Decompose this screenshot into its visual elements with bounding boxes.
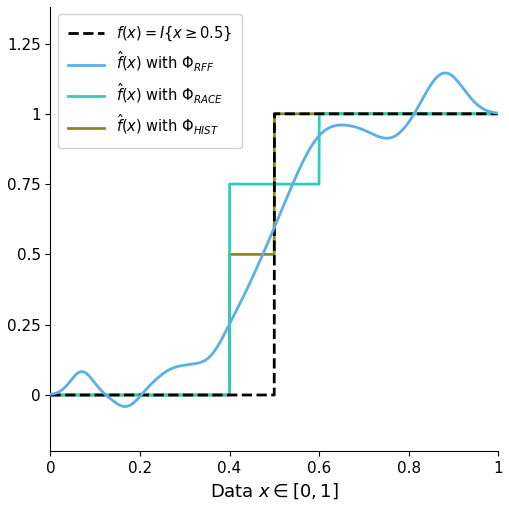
- $f(x) = I\{x \geq 0.5\}$: [253, 392, 259, 398]
- $\hat{f}(x)$ with $\Phi_{RFF}$: [265, 238, 271, 244]
- $\hat{f}(x)$ with $\Phi_{RFF}$: [441, 70, 447, 76]
- $f(x) = I\{x \geq 0.5\}$: [481, 111, 487, 117]
- $\hat{f}(x)$ with $\Phi_{HIST}$: [70, 392, 76, 398]
- $\hat{f}(x)$ with $\Phi_{RFF}$: [47, 391, 53, 397]
- $\hat{f}(x)$ with $\Phi_{RFF}$: [400, 126, 406, 132]
- Line: $\hat{f}(x)$ with $\Phi_{RFF}$: $\hat{f}(x)$ with $\Phi_{RFF}$: [50, 73, 497, 406]
- $f(x) = I\{x \geq 0.5\}$: [265, 392, 271, 398]
- $\hat{f}(x)$ with $\Phi_{HIST}$: [265, 251, 271, 258]
- $f(x) = I\{x \geq 0.5\}$: [400, 111, 406, 117]
- $\hat{f}(x)$ with $\Phi_{RFF}$: [253, 266, 259, 272]
- $\hat{f}(x)$ with $\Phi_{RACE}$: [494, 111, 500, 117]
- $\hat{f}(x)$ with $\Phi_{RACE}$: [400, 111, 406, 117]
- $\hat{f}(x)$ with $\Phi_{HIST}$: [400, 111, 406, 117]
- $f(x) = I\{x \geq 0.5\}$: [47, 392, 53, 398]
- $f(x) = I\{x \geq 0.5\}$: [70, 392, 76, 398]
- $\hat{f}(x)$ with $\Phi_{RFF}$: [122, 403, 128, 409]
- $f(x) = I\{x \geq 0.5\}$: [482, 111, 488, 117]
- $\hat{f}(x)$ with $\Phi_{RACE}$: [316, 111, 322, 117]
- $f(x) = I\{x \geq 0.5\}$: [271, 111, 277, 117]
- $\hat{f}(x)$ with $\Phi_{RFF}$: [482, 107, 488, 113]
- $\hat{f}(x)$ with $\Phi_{RACE}$: [481, 111, 487, 117]
- Line: $f(x) = I\{x \geq 0.5\}$: $f(x) = I\{x \geq 0.5\}$: [50, 114, 497, 395]
- Line: $\hat{f}(x)$ with $\Phi_{RACE}$: $\hat{f}(x)$ with $\Phi_{RACE}$: [50, 114, 497, 395]
- $\hat{f}(x)$ with $\Phi_{HIST}$: [481, 111, 487, 117]
- $\hat{f}(x)$ with $\Phi_{HIST}$: [271, 111, 277, 117]
- Legend: $f(x) = I\{x \geq 0.5\}$, $\hat{f}(x)$ with $\Phi_{RFF}$, $\hat{f}(x)$ with $\Ph: $f(x) = I\{x \geq 0.5\}$, $\hat{f}(x)$ w…: [58, 14, 242, 148]
- X-axis label: Data $x \in [0, 1]$: Data $x \in [0, 1]$: [210, 482, 338, 501]
- $f(x) = I\{x \geq 0.5\}$: [494, 111, 500, 117]
- $\hat{f}(x)$ with $\Phi_{HIST}$: [253, 251, 259, 258]
- $\hat{f}(x)$ with $\Phi_{HIST}$: [482, 111, 488, 117]
- $\hat{f}(x)$ with $\Phi_{RACE}$: [47, 392, 53, 398]
- $\hat{f}(x)$ with $\Phi_{RACE}$: [482, 111, 488, 117]
- $\hat{f}(x)$ with $\Phi_{HIST}$: [494, 111, 500, 117]
- $\hat{f}(x)$ with $\Phi_{RFF}$: [482, 107, 488, 113]
- $\hat{f}(x)$ with $\Phi_{RACE}$: [253, 181, 259, 187]
- $\hat{f}(x)$ with $\Phi_{RACE}$: [265, 181, 271, 187]
- $\hat{f}(x)$ with $\Phi_{RFF}$: [494, 110, 500, 116]
- $\hat{f}(x)$ with $\Phi_{RACE}$: [70, 392, 76, 398]
- $\hat{f}(x)$ with $\Phi_{RFF}$: [70, 374, 76, 380]
- $\hat{f}(x)$ with $\Phi_{HIST}$: [47, 392, 53, 398]
- Line: $\hat{f}(x)$ with $\Phi_{HIST}$: $\hat{f}(x)$ with $\Phi_{HIST}$: [50, 114, 497, 395]
